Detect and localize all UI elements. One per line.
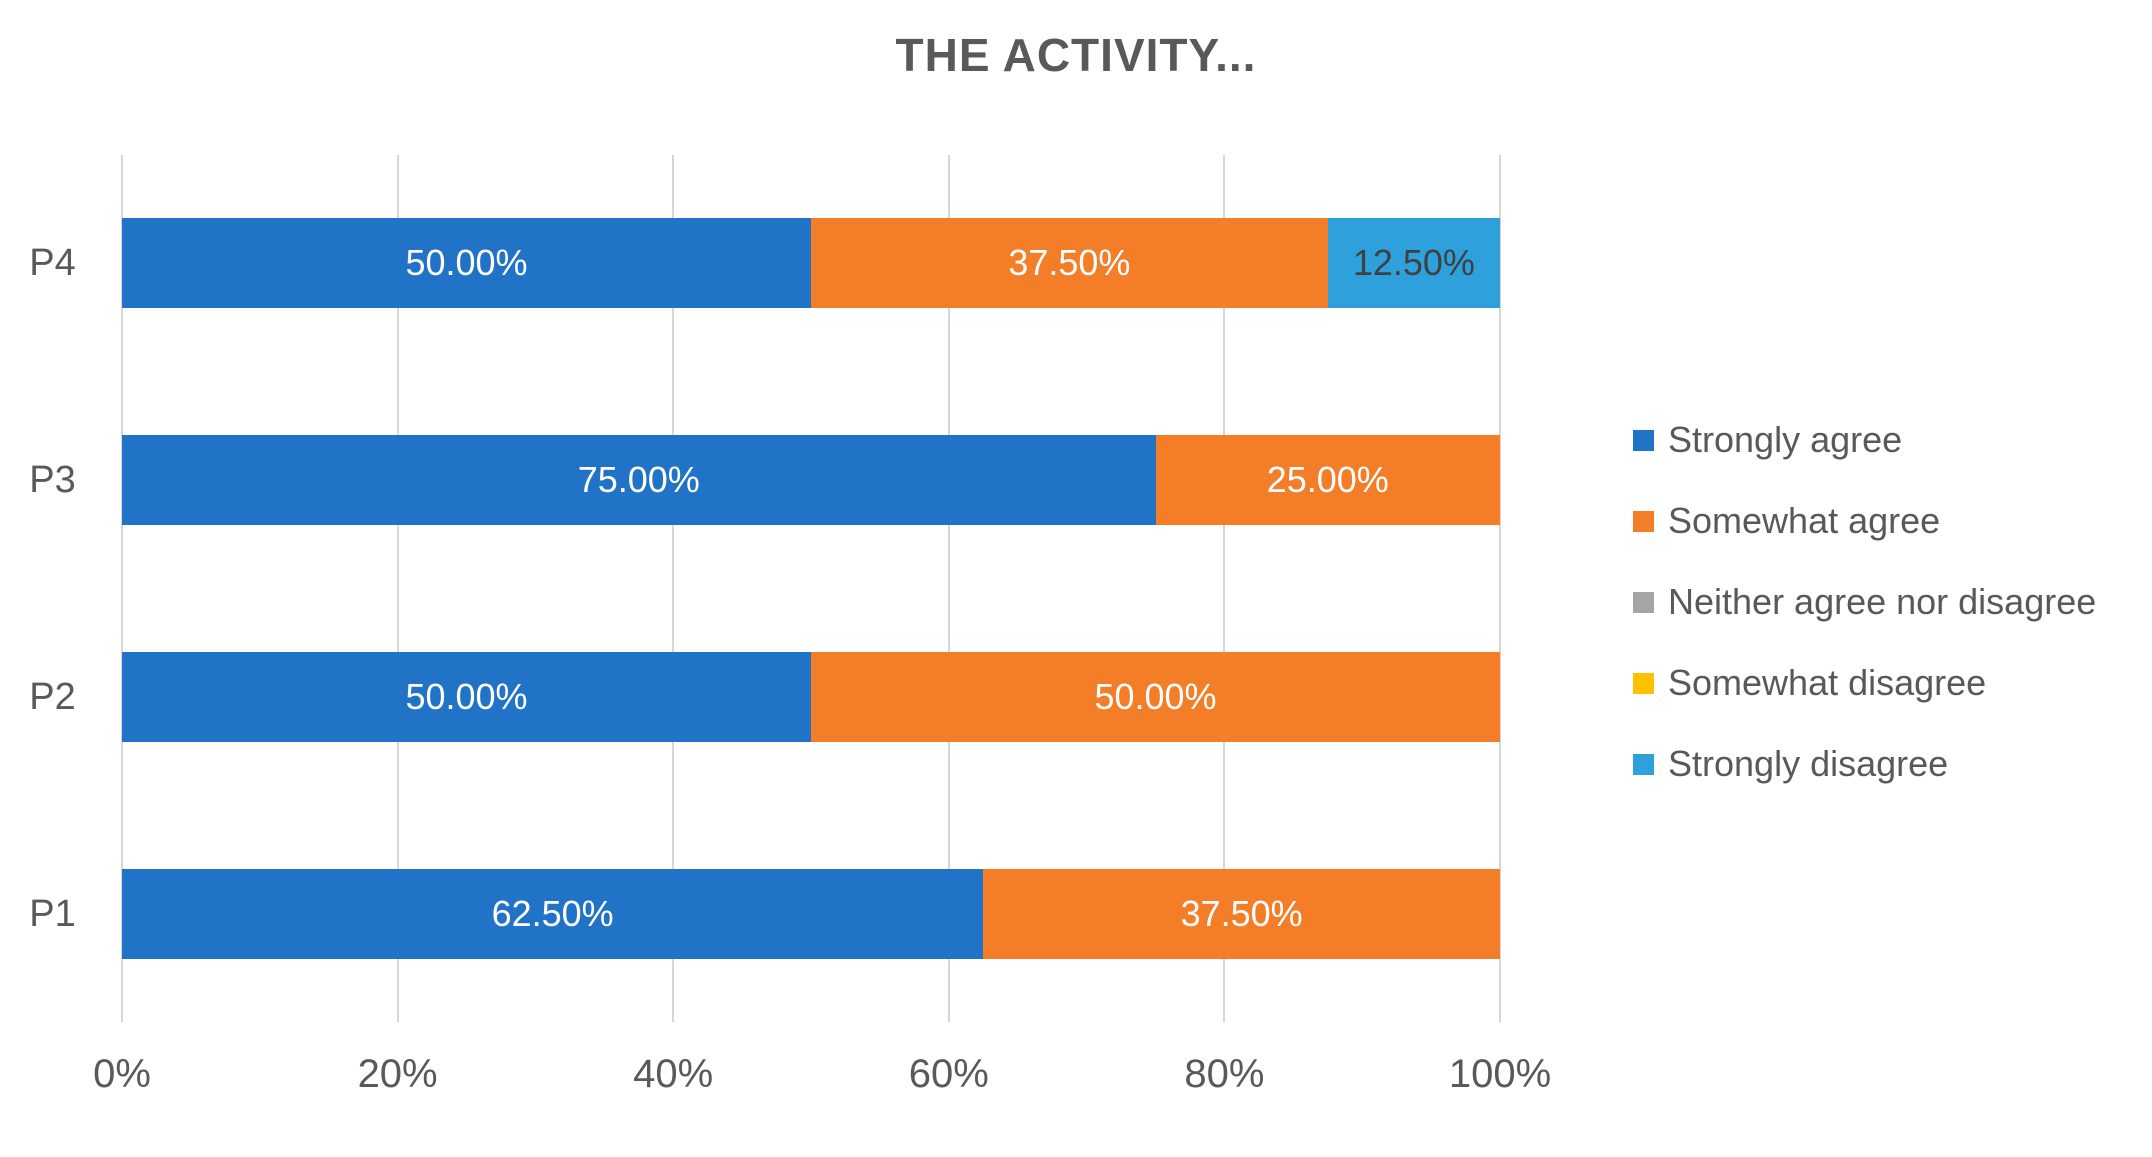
bar-row-p2: 50.00% 50.00% — [122, 651, 1500, 742]
bar-segment-somewhat-agree-p1: 37.50% — [983, 868, 1500, 959]
bar-segment-strongly-agree-p4: 50.00% — [122, 218, 811, 309]
category-label-p4: P4 — [29, 242, 76, 285]
x-tick-100-: 100% — [1448, 1052, 1552, 1096]
bar-row-p4: 50.00% 37.50% 12.50% — [122, 218, 1500, 309]
legend-swatch-icon — [1633, 429, 1654, 451]
gridline-100- — [1499, 155, 1501, 1022]
x-tick-60-: 60% — [908, 1052, 989, 1096]
data-label: 75.00% — [577, 459, 700, 501]
gridline-40- — [672, 155, 675, 1022]
gridline-80- — [1223, 155, 1226, 1022]
bar-segment-strongly-agree-p1: 62.50% — [122, 868, 984, 959]
data-label: 50.00% — [405, 675, 528, 717]
bar-segment-somewhat-agree-p4: 37.50% — [811, 218, 1328, 309]
x-tick-80-: 80% — [1184, 1052, 1265, 1096]
category-label-p1: P1 — [29, 892, 76, 935]
legend-item-somewhat-agree: Somewhat agree — [1633, 500, 2096, 541]
bar-row-p1: 62.50% 37.50% — [122, 868, 1500, 959]
data-label: 50.00% — [405, 242, 528, 284]
legend-label: Strongly disagree — [1668, 743, 1949, 784]
bar-segment-strongly-agree-p2: 50.00% — [122, 651, 811, 742]
gridline-60- — [947, 155, 950, 1022]
bar-row-p3: 75.00% 25.00% — [122, 435, 1500, 526]
category-label-p2: P2 — [29, 675, 76, 718]
legend-item-strongly-disagree: Strongly disagree — [1633, 743, 2096, 784]
legend: Strongly agree Somewhat agree Neither agre… — [1633, 419, 2097, 827]
data-label: 25.00% — [1266, 459, 1389, 501]
data-label: 62.50% — [491, 892, 614, 934]
legend-item-neither-agree-nor-disagree: Neither agree nor disagree — [1633, 581, 2097, 622]
bar-segment-somewhat-agree-p3: 25.00% — [1155, 435, 1500, 526]
data-label: 12.50% — [1352, 242, 1475, 284]
bar-segment-strongly-agree-p3: 75.00% — [122, 435, 1156, 526]
legend-label: Somewhat disagree — [1668, 662, 1987, 703]
legend-swatch-icon — [1633, 672, 1654, 694]
legend-item-strongly-agree: Strongly agree — [1633, 419, 2096, 460]
legend-item-somewhat-disagree: Somewhat disagree — [1633, 662, 2096, 703]
plot-area: 50.00% 37.50% 12.50% 75.00% 25.00% 50.00% 50.0… — [121, 155, 1501, 1022]
bar-segment-strongly-disagree-p4: 12.50% — [1327, 218, 1500, 309]
x-tick-40-: 40% — [633, 1052, 714, 1096]
x-tick-20-: 20% — [357, 1052, 438, 1096]
gridline-20- — [396, 155, 399, 1022]
category-label-p3: P3 — [29, 459, 76, 502]
legend-swatch-icon — [1633, 510, 1654, 532]
x-tick-0-: 0% — [93, 1052, 151, 1096]
legend-label: Somewhat agree — [1668, 500, 1941, 541]
data-label: 37.50% — [1180, 892, 1303, 934]
chart-title: THE ACTIVITY... — [895, 29, 1257, 81]
bar-segment-somewhat-agree-p2: 50.00% — [811, 651, 1500, 742]
data-label: 37.50% — [1008, 242, 1131, 284]
legend-label: Strongly agree — [1668, 419, 1903, 460]
data-label: 50.00% — [1094, 675, 1217, 717]
legend-swatch-icon — [1633, 753, 1654, 775]
legend-label: Neither agree nor disagree — [1668, 581, 2097, 622]
gridline-0- — [121, 155, 123, 1022]
legend-swatch-icon — [1633, 591, 1654, 613]
